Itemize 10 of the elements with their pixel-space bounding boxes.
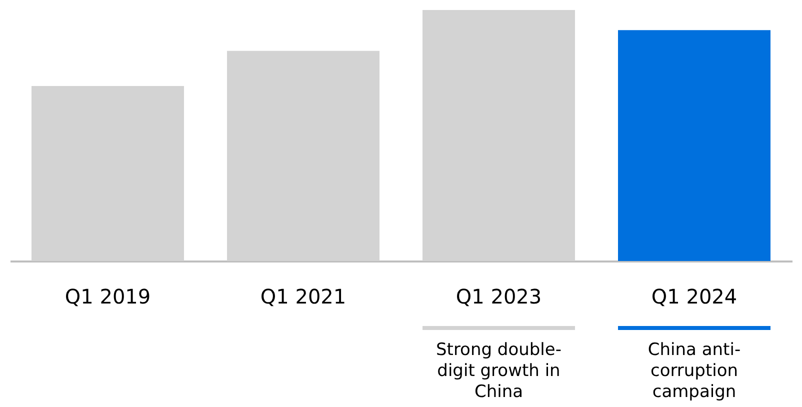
- bar: [618, 30, 770, 261]
- bar: [227, 50, 380, 261]
- x-tick-label: Q1 2024: [651, 284, 738, 308]
- x-tick-label: Q1 2023: [456, 284, 542, 308]
- bar: [32, 86, 184, 261]
- text: China anti- corruption campaign: [648, 340, 741, 402]
- x-tick-label: Q1 2021: [260, 284, 346, 308]
- x-tick-label: Q1 2019: [64, 284, 151, 308]
- bar: [422, 10, 575, 261]
- text: Strong double- digit growth in China: [436, 340, 562, 402]
